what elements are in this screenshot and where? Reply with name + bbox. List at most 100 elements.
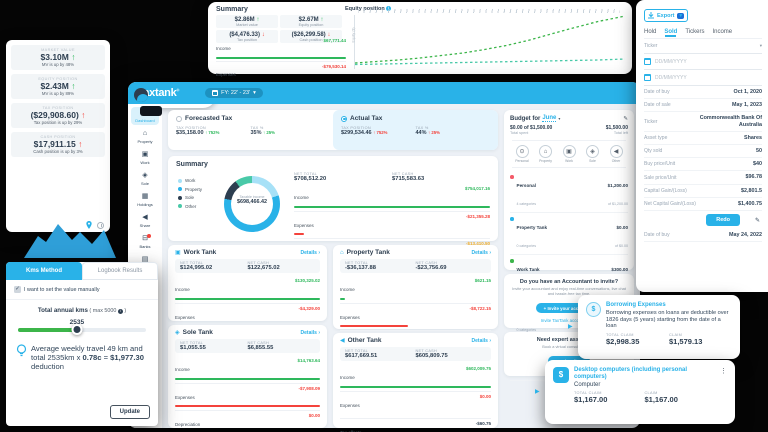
detail-value: $2,801.5 xyxy=(741,187,762,194)
financial-year-selector[interactable]: FY: 22' - 23' ▾ xyxy=(205,88,263,98)
update-button[interactable]: Update xyxy=(109,405,150,419)
date-from-input[interactable]: DD/MM/YYYY xyxy=(644,54,762,70)
net-summary: NET TOTAL $708,512.20 NET CASH $715,583.… xyxy=(294,172,490,182)
radio-selected-icon[interactable] xyxy=(341,115,347,122)
legend-label: Work xyxy=(185,178,196,183)
edit-budget-icon[interactable]: ✎ xyxy=(623,115,628,122)
play-arrow-icon[interactable]: ▶ xyxy=(535,389,540,395)
metric-value: ($26,299.58) xyxy=(291,31,326,38)
budget-category[interactable]: ◈ Sole xyxy=(583,145,603,163)
sole-tank-card: ◈ Sole Tank Details › NET TOTAL $1,055.55 N… xyxy=(168,325,327,428)
tank-title: Other Tank xyxy=(347,337,382,344)
category-icon: ▣ xyxy=(562,145,576,158)
delta-up: ↑ 752% xyxy=(373,130,388,135)
row-bar xyxy=(340,385,491,388)
history-clock-icon[interactable] xyxy=(97,221,104,229)
manual-value-checkbox[interactable]: ✓ xyxy=(14,286,21,293)
row-value: $0.00 xyxy=(308,413,320,418)
portfolio-metrics-card: MARKET VALUE $3.10M ↑ MV is up by 48% EQ… xyxy=(6,40,110,232)
download-icon xyxy=(648,12,654,19)
tab[interactable]: Sold xyxy=(664,29,678,35)
legend-item: Sole xyxy=(178,195,202,200)
row-bar xyxy=(175,377,320,380)
category-label: Other xyxy=(611,159,621,163)
details-link[interactable]: Details › xyxy=(300,249,320,256)
edit-pencil-icon[interactable]: ✎ xyxy=(754,218,760,225)
sidebar-item[interactable]: ⊟ Banks xyxy=(131,233,159,251)
tab[interactable]: Tickers xyxy=(685,29,705,35)
export-button[interactable]: Export ▾ xyxy=(644,9,689,22)
row-label: Income xyxy=(216,46,231,51)
annual-kms-slider[interactable]: 2535 xyxy=(18,319,146,335)
category-label: Property xyxy=(539,159,552,163)
date-to-input[interactable]: DD/MM/YYYY xyxy=(644,70,762,86)
budget-item-value: $300.00 xyxy=(611,266,628,272)
tank-net-box: NET TOTAL -$36,137.88 NET CASH -$23,756.69 xyxy=(340,259,491,273)
invite-body: Invite your accountant and enjoy real-ti… xyxy=(512,286,626,296)
tab[interactable]: Income xyxy=(712,29,733,35)
details-link[interactable]: Details › xyxy=(471,249,491,256)
calendar-icon xyxy=(644,74,651,81)
legend-label: Other xyxy=(185,203,197,209)
budget-item: Property Tank 0 categories $0.00 of $0.00 xyxy=(510,213,628,255)
budget-category[interactable]: ⊙ Personal xyxy=(512,145,532,163)
location-pin-icon[interactable] xyxy=(85,221,93,229)
building-icon: ⌂ xyxy=(340,249,344,256)
detail-label: Qty sold xyxy=(644,148,663,155)
forecasted-tax-option[interactable]: Forecasted Tax TAX POSITION $35,158.00 ↑… xyxy=(168,110,333,150)
net-total-value: $708,512.20 xyxy=(294,176,327,182)
row-bar xyxy=(294,205,490,208)
budget-item: Personal 4 categories $1,200.00 of $1,200.… xyxy=(510,171,628,213)
redo-button[interactable]: Redo xyxy=(706,214,740,227)
slider-handle[interactable] xyxy=(71,324,83,335)
portfolio-metric: CASH POSITION $17,911.15 ↑ Cash position… xyxy=(11,132,105,157)
budget-category[interactable]: ⌂ Property xyxy=(536,145,556,163)
top-summary-metrics: $2.86M ↑ Market value $2.67M ↑ Equity po… xyxy=(216,15,344,43)
radio-unselected-icon[interactable] xyxy=(176,115,182,122)
holdings-tabs: Hold Sold Tickers Income xyxy=(644,29,762,39)
budget-month-selector[interactable]: June xyxy=(542,115,557,122)
property-tank-card: ⌂ Property Tank Details › NET TOTAL -$36,13… xyxy=(333,245,498,382)
detail-value: $1,400.75 xyxy=(738,200,762,207)
detail-row: Capital Gain/(Loss) $2,801.5 xyxy=(644,185,762,198)
detail-value: Commonwealth Bank Of Australia xyxy=(699,115,762,128)
invite-accountant-button[interactable]: + Invite your accountant xyxy=(535,303,603,314)
sidebar-item[interactable]: ◀ Share xyxy=(131,212,159,230)
sidebar-item-label: Share xyxy=(139,223,151,228)
sidebar-item[interactable]: ▣ Work xyxy=(131,149,159,167)
info-icon: i xyxy=(386,6,392,11)
metric-card-actions xyxy=(85,221,104,229)
sidebar-item[interactable]: ⌂ Property xyxy=(131,128,159,146)
sidebar-item[interactable]: ▦ Holdings xyxy=(131,191,159,209)
delta-up: ↑ 25% xyxy=(428,130,440,135)
metric-label: Market value xyxy=(236,22,258,27)
amount-row: Income $602,009.75 xyxy=(340,364,491,392)
tab-kms-method[interactable]: Kms Method xyxy=(6,262,82,280)
calendar-icon xyxy=(212,90,219,96)
detail-value: Shares xyxy=(744,134,762,141)
forecasted-tax-title: Forecasted Tax xyxy=(185,115,233,122)
amount-row: Income $754,017.16 xyxy=(294,184,490,212)
actual-tax-option[interactable]: Actual Tax TAX POSITION $299,534.46 ↑ 75… xyxy=(333,110,498,150)
details-link[interactable]: Details › xyxy=(300,329,320,336)
sidebar-item[interactable]: ◈ Sole xyxy=(131,170,159,188)
play-arrow-icon[interactable]: ▶ xyxy=(568,324,573,330)
ticker-select[interactable]: Ticker ▾ xyxy=(644,39,762,54)
metric-note: Tax position is up by 29% xyxy=(33,120,83,125)
sidebar-item-label: Work xyxy=(140,160,150,165)
slider-fill xyxy=(18,328,77,332)
budget-category[interactable]: ◀ Other xyxy=(606,145,626,163)
row-label: Expenses xyxy=(175,394,195,400)
metric-value: ($4,476.33) xyxy=(229,31,261,38)
tab-logbook-results[interactable]: Logbook Results xyxy=(82,262,158,280)
metric-value: $2.67M xyxy=(298,16,319,23)
kebab-menu-icon[interactable]: ⋮ xyxy=(720,368,727,375)
budget-category[interactable]: ▣ Work xyxy=(559,145,579,163)
deduction-title: Borrowing Expenses xyxy=(606,302,666,308)
details-link[interactable]: Details › xyxy=(471,337,491,344)
trend-arrow-icon: ↑ xyxy=(71,52,76,62)
row-label: Income xyxy=(294,195,309,200)
net-cash-label: NET CASH xyxy=(392,172,414,176)
tab[interactable]: Hold xyxy=(644,29,657,35)
share-arrow-icon: ◀ xyxy=(340,338,345,344)
